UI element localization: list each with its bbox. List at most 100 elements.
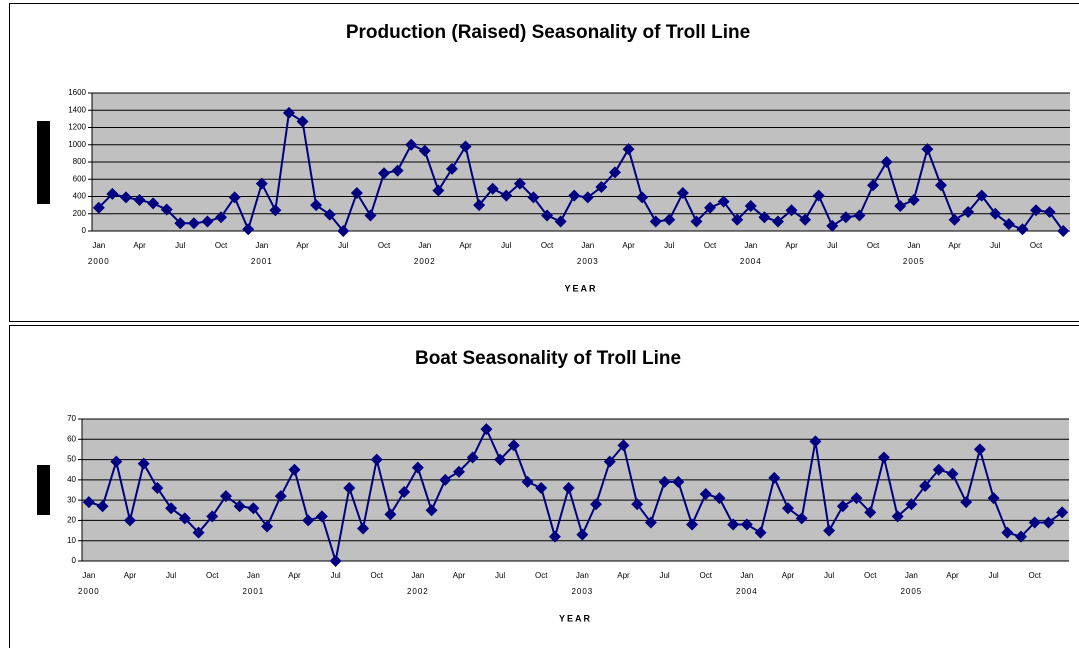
x-tick-label: Jul	[988, 571, 998, 580]
axis-title-block	[37, 121, 50, 204]
year-label: 2000	[88, 257, 110, 266]
data-point	[836, 500, 849, 513]
data-point	[432, 184, 445, 197]
data-point	[370, 453, 383, 466]
x-tick-label: Jul	[990, 241, 1000, 250]
data-point	[1015, 530, 1028, 543]
data-point	[165, 502, 178, 515]
y-tick-label: 1400	[68, 105, 86, 114]
data-point	[781, 502, 794, 515]
data-point	[350, 187, 363, 200]
x-tick-label: Oct	[206, 571, 219, 580]
y-tick-label: 60	[67, 434, 76, 443]
data-point	[255, 177, 268, 190]
data-point	[595, 181, 608, 194]
data-point	[754, 526, 767, 539]
y-tick-label: 200	[73, 209, 87, 218]
x-tick-label: Oct	[535, 571, 548, 580]
x-tick-label: Apr	[133, 241, 146, 250]
y-tick-label: 600	[73, 174, 87, 183]
data-point	[247, 502, 260, 515]
data-point	[823, 524, 836, 537]
x-tick-label: Apr	[288, 571, 301, 580]
data-point	[812, 189, 825, 202]
data-point	[405, 138, 418, 151]
data-point	[973, 443, 986, 456]
x-tick-label: Oct	[371, 571, 384, 580]
x-tick-label: Jul	[501, 241, 511, 250]
x-tick-label: Jan	[411, 571, 424, 580]
data-point	[934, 179, 947, 192]
data-point	[880, 156, 893, 168]
y-tick-label: 0	[82, 226, 87, 235]
data-point	[329, 555, 342, 567]
data-point	[548, 530, 561, 543]
x-tick-label: Oct	[864, 571, 877, 580]
data-point	[758, 211, 771, 224]
data-point	[839, 211, 852, 224]
data-point	[337, 225, 350, 237]
x-tick-label: Jul	[175, 241, 185, 250]
x-tick-label: Jan	[82, 571, 95, 580]
data-point	[850, 492, 863, 505]
x-tick-label: Apr	[785, 241, 798, 250]
data-point	[507, 439, 520, 452]
x-tick-label: Apr	[617, 571, 630, 580]
data-point	[919, 479, 932, 492]
x-tick-label: Jan	[576, 571, 589, 580]
data-point	[799, 213, 812, 226]
data-point	[894, 199, 907, 212]
data-point	[315, 510, 328, 523]
data-point	[946, 467, 959, 480]
data-point	[82, 496, 95, 509]
data-point	[717, 195, 730, 208]
x-tick-label: Jan	[255, 241, 268, 250]
data-point	[554, 215, 567, 228]
data-point	[274, 490, 287, 503]
y-tick-label: 1000	[68, 140, 86, 149]
data-point	[398, 486, 411, 499]
year-label: 2004	[736, 587, 758, 596]
x-tick-label: Apr	[459, 241, 472, 250]
x-tick-label: Jul	[827, 241, 837, 250]
data-point	[418, 144, 431, 157]
data-point	[206, 510, 219, 523]
data-point	[1042, 516, 1055, 529]
year-label: 2003	[571, 587, 593, 596]
data-point	[809, 435, 822, 448]
x-tick-label: Oct	[215, 241, 228, 250]
data-point	[622, 143, 635, 156]
data-point	[215, 211, 228, 224]
data-point	[877, 451, 890, 464]
data-point	[704, 201, 717, 214]
data-point	[480, 423, 493, 436]
data-point	[486, 182, 499, 195]
data-point	[151, 481, 164, 494]
data-point	[242, 223, 255, 236]
x-tick-label: Oct	[1030, 241, 1043, 250]
data-point	[603, 455, 616, 468]
data-point	[690, 215, 703, 228]
data-point	[960, 496, 973, 509]
data-point	[795, 512, 808, 525]
data-point	[768, 471, 781, 484]
year-label: 2005	[900, 587, 922, 596]
data-point	[771, 215, 784, 228]
data-point	[731, 213, 744, 226]
data-point	[713, 492, 726, 505]
data-point	[581, 191, 594, 204]
y-tick-label: 1600	[68, 88, 86, 97]
x-tick-label: Jan	[907, 241, 920, 250]
x-tick-label: Jul	[166, 571, 176, 580]
year-label: 2004	[740, 257, 762, 266]
data-point	[445, 162, 458, 175]
data-point	[686, 518, 699, 531]
x-tick-label: Oct	[700, 571, 713, 580]
y-tick-label: 0	[72, 556, 77, 565]
x-tick-label: Jan	[247, 571, 260, 580]
x-tick-label: Oct	[378, 241, 391, 250]
data-point	[110, 455, 123, 468]
data-point	[948, 213, 961, 226]
data-point	[867, 179, 880, 192]
data-point	[568, 189, 581, 202]
